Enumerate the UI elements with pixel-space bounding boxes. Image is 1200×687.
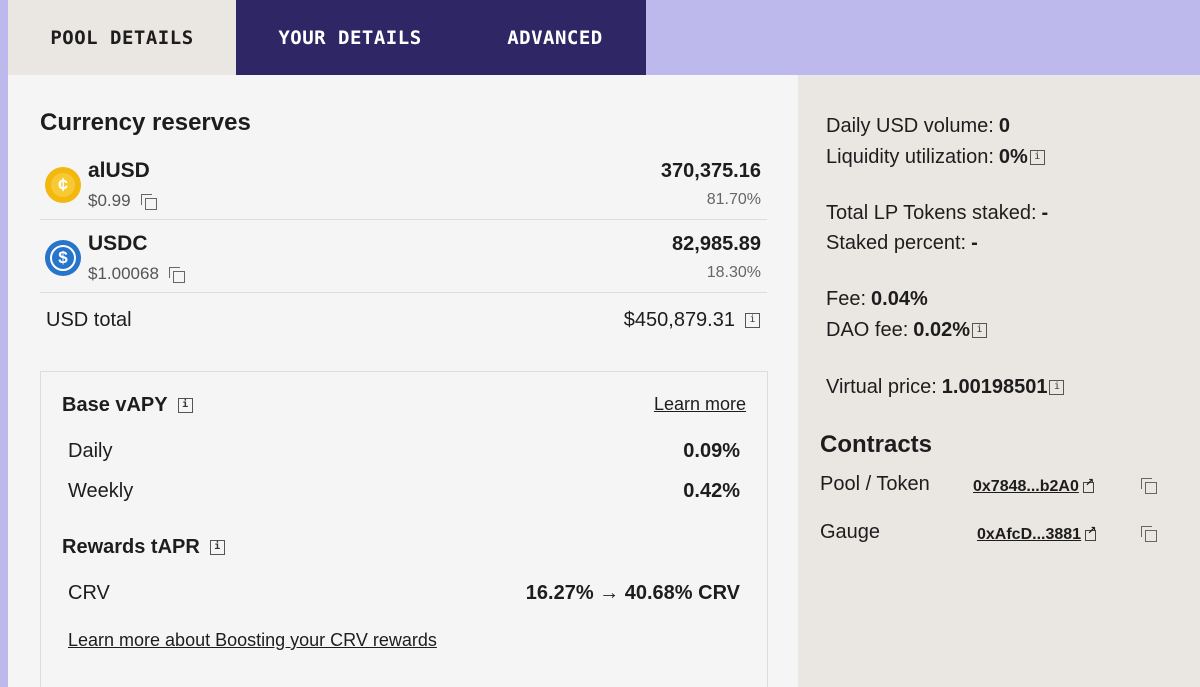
external-link-icon[interactable] [1082,476,1094,493]
copy-icon[interactable] [1141,526,1157,542]
fee-value: 0.04% [871,288,928,310]
staked-percent-value: - [971,232,978,254]
pool-stats-panel: Daily USD volume: 0 Liquidity utilizatio… [798,75,1200,687]
pool-token-address-link[interactable]: 0x7848...b2A0 [973,476,1094,496]
info-icon[interactable]: i [1029,150,1045,165]
coin-amount: 82,985.89 [672,233,761,255]
coin-price-value: $0.99 [88,191,131,210]
virtual-price-stat: Virtual price: 1.00198501 i [826,376,1065,399]
gauge-address-link[interactable]: 0xAfcD...3881 [977,524,1096,544]
usdc-coin-icon: $ [45,240,81,276]
lp-staked-value: - [1041,202,1049,224]
pool-details-panel: Currency reserves ¢ alUSD $0.99 370,375.… [8,75,798,687]
staked-percent-stat: Staked percent: - [826,232,978,255]
dao-fee-value: 0.02% [913,319,970,341]
gauge-label: Gauge [820,521,881,543]
virtual-price-value: 1.00198501 [941,376,1048,398]
coin-symbol: alUSD [88,159,150,182]
coin-amount: 370,375.16 [660,160,761,182]
tab-bar: POOL DETAILS YOUR DETAILS ADVANCED [8,0,646,75]
fee-label: Fee: [826,288,867,310]
dao-fee-stat: DAO fee: 0.02% i [826,319,987,342]
tab-your-details[interactable]: YOUR DETAILS [236,0,464,75]
external-link-icon[interactable] [1085,524,1096,541]
info-icon[interactable]: i [745,313,760,328]
daily-volume-stat: Daily USD volume: 0 [826,115,1010,138]
reserve-row-usdc: $ USDC $1.00068 82,985.89 18.30% [40,220,767,293]
info-icon[interactable]: i [177,398,193,413]
staked-percent-label: Staked percent: [826,232,967,254]
boost-crv-link[interactable]: Learn more about Boosting your CRV rewar… [68,630,437,650]
dao-fee-label: DAO fee: [826,319,909,341]
liquidity-utilization-value: 0% [998,146,1028,168]
reserve-row-alusd: ¢ alUSD $0.99 370,375.16 81.70% [40,147,767,220]
contracts-title: Contracts [820,431,933,458]
alusd-coin-icon: ¢ [45,167,81,203]
coin-symbol: USDC [88,232,148,255]
apy-daily-value: 0.09% [683,440,740,462]
liquidity-utilization-stat: Liquidity utilization: 0% i [826,146,1045,169]
fee-stat: Fee: 0.04% [826,288,928,311]
coin-price: $0.99 [88,191,157,211]
usd-total-label: USD total [46,309,132,331]
copy-icon[interactable] [168,266,185,283]
liquidity-utilization-label: Liquidity utilization: [826,146,994,168]
base-vapy-label: Base vAPY [62,394,168,416]
base-vapy-title: Base vAPY i [62,394,193,417]
lp-staked-stat: Total LP Tokens staked: - [826,202,1048,225]
coin-percent: 18.30% [706,264,761,281]
copy-icon[interactable] [1141,478,1157,494]
daily-volume-value: 0 [998,115,1010,137]
usd-total-value: $450,879.31 i [624,309,760,332]
gauge-address[interactable]: 0xAfcD...3881 [977,526,1082,543]
tab-pool-details[interactable]: POOL DETAILS [8,0,236,75]
daily-volume-label: Daily USD volume: [826,115,994,137]
tab-advanced[interactable]: ADVANCED [464,0,646,75]
apy-box: Base vAPY i Learn more Daily 0.09% Weekl… [40,371,768,687]
rewards-tapr-label: Rewards tAPR [62,536,200,558]
rewards-tapr-title: Rewards tAPR i [62,536,225,559]
info-icon[interactable]: i [1049,380,1065,395]
apy-weekly-label: Weekly [68,480,134,502]
info-icon[interactable]: i [209,540,225,555]
copy-icon[interactable] [140,193,157,210]
crv-value: 16.27% → 40.68% CRV [525,582,740,604]
currency-reserves-title: Currency reserves [40,109,251,136]
virtual-price-label: Virtual price: [826,376,937,398]
coin-price: $1.00068 [88,264,185,284]
coin-percent: 81.70% [706,191,761,208]
apy-weekly-value: 0.42% [683,480,740,502]
apy-daily-label: Daily [68,440,113,462]
learn-more-link[interactable]: Learn more [653,394,746,414]
pool-token-address[interactable]: 0x7848...b2A0 [973,478,1079,495]
pool-token-label: Pool / Token [820,473,930,495]
info-icon[interactable]: i [971,323,987,338]
crv-label: CRV [68,582,110,604]
usd-total-amount: $450,879.31 [623,309,735,331]
coin-price-value: $1.00068 [88,264,159,283]
lp-staked-label: Total LP Tokens staked: [826,202,1037,224]
